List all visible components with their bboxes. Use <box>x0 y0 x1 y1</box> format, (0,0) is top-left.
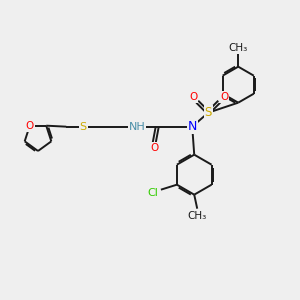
Text: S: S <box>80 122 87 132</box>
Text: Cl: Cl <box>148 188 158 198</box>
Text: NH: NH <box>129 122 146 132</box>
Text: S: S <box>205 106 212 119</box>
Text: CH₃: CH₃ <box>188 211 207 221</box>
Text: CH₃: CH₃ <box>229 43 248 53</box>
Text: O: O <box>150 143 158 153</box>
Text: N: N <box>188 120 197 133</box>
Text: O: O <box>220 92 228 102</box>
Text: O: O <box>26 121 34 131</box>
Text: O: O <box>189 92 197 102</box>
